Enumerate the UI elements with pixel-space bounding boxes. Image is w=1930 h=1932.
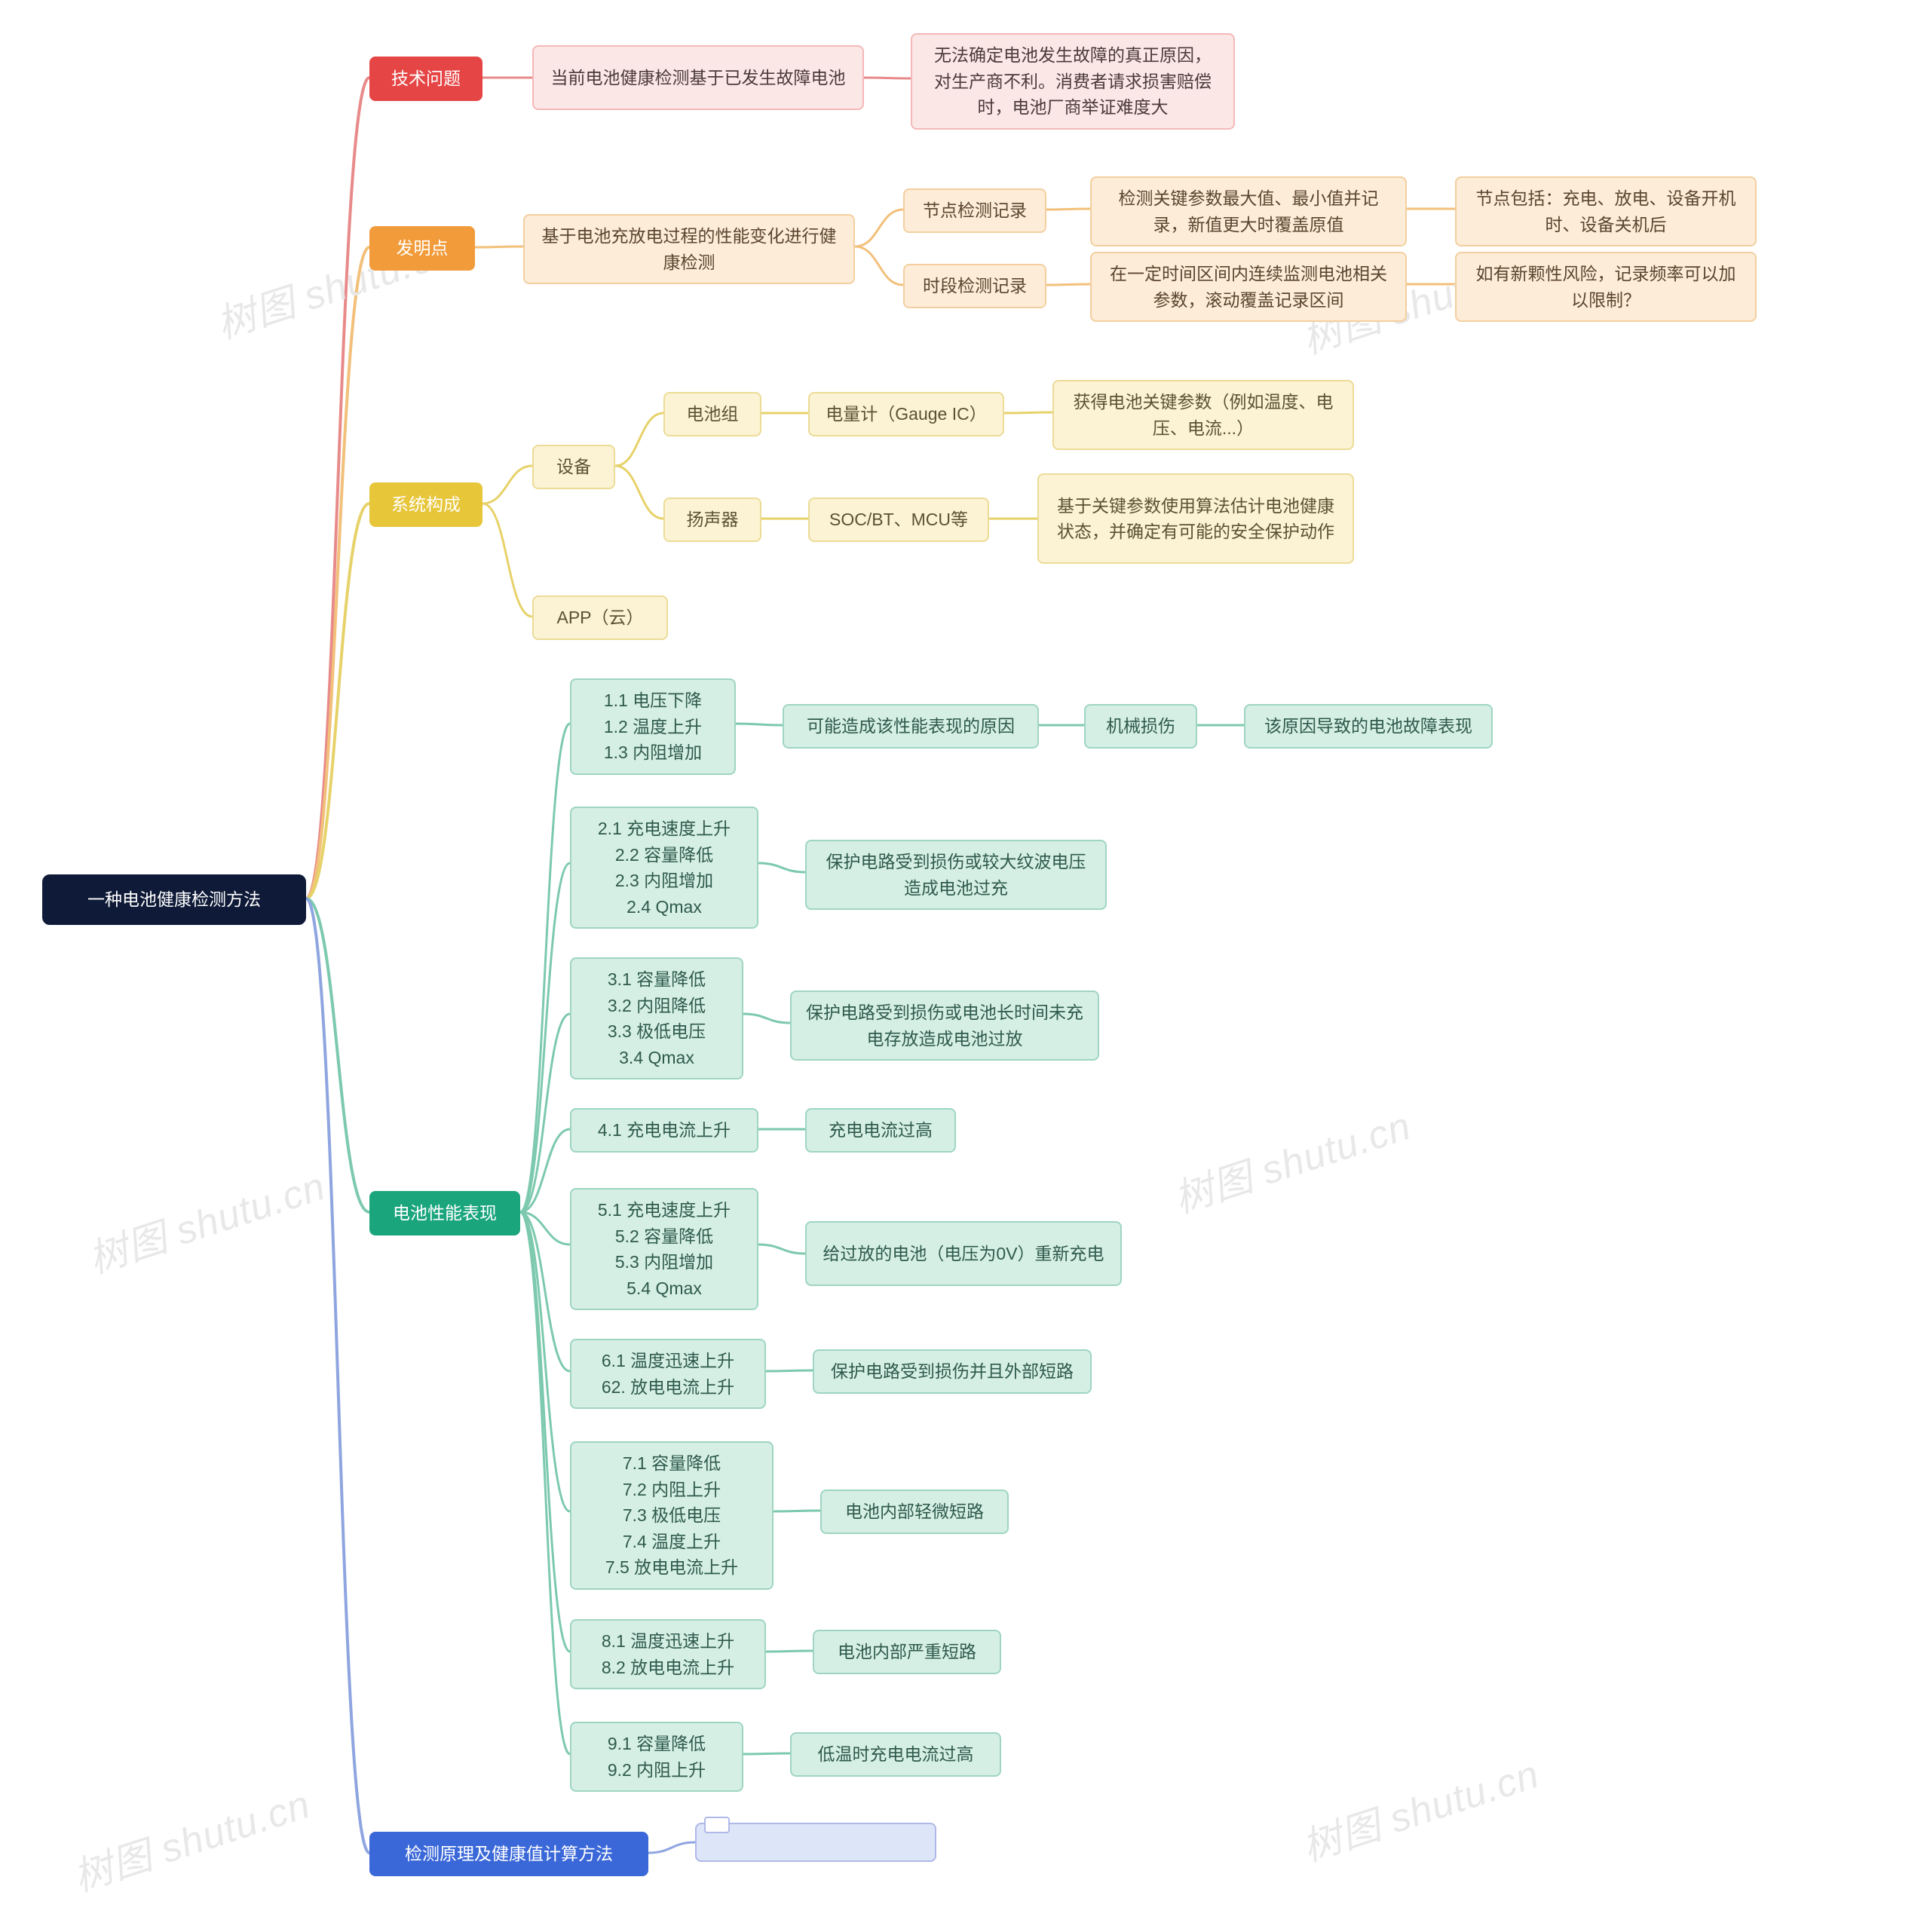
- b4c4a: 充电电流过高: [805, 1108, 956, 1153]
- node-label: 如有新颗性风险，记录频率可以加以限制？: [1470, 261, 1742, 313]
- b4c2: 2.1 充电速度上升 2.2 容量降低 2.3 内阻增加 2.4 Qmax: [570, 807, 758, 929]
- node-label: 无法确定电池发生故障的真正原因，对生产商不利。消费者请求损害赔偿时，电池厂商举证…: [926, 42, 1220, 121]
- node-label: 当前电池健康检测基于已发生故障电池: [551, 65, 846, 91]
- b4c1a1a: 该原因导致的电池故障表现: [1244, 704, 1493, 749]
- watermark: 树图 shutu.cn: [80, 1154, 331, 1284]
- node-label: 发明点: [397, 235, 449, 262]
- b1: 技术问题: [369, 57, 482, 101]
- b4c1: 1.1 电压下降 1.2 温度上升 1.3 内阻增加: [570, 678, 736, 775]
- node-label: 基于电池充放电过程的性能变化进行健康检测: [538, 223, 840, 275]
- b1c1: 当前电池健康检测基于已发生故障电池: [532, 45, 864, 110]
- node-label: 扬声器: [687, 507, 739, 533]
- node-label: 6.1 温度迅速上升 62. 放电电流上升: [602, 1348, 734, 1400]
- b4c1a1: 机械损伤: [1084, 704, 1197, 749]
- node-label: 5.1 充电速度上升 5.2 容量降低 5.3 内阻增加 5.4 Qmax: [598, 1197, 731, 1301]
- b2c1b1a: 如有新颗性风险，记录频率可以加以限制？: [1455, 252, 1757, 322]
- b4c4: 4.1 充电电流上升: [570, 1108, 758, 1153]
- b4: 电池性能表现: [369, 1191, 520, 1235]
- node-label: 保护电路受到损伤或电池长时间未充电存放造成电池过放: [805, 1000, 1084, 1052]
- b4c7: 7.1 容量降低 7.2 内阻上升 7.3 极低电压 7.4 温度上升 7.5 …: [570, 1441, 774, 1590]
- b3c1a: 电池组: [663, 392, 761, 436]
- b3c1: 设备: [532, 445, 615, 489]
- b2c1: 基于电池充放电过程的性能变化进行健康检测: [523, 214, 855, 284]
- b4c2a: 保护电路受到损伤或较大纹波电压造成电池过充: [805, 840, 1107, 910]
- node-label: 电量计（Gauge IC）: [826, 401, 986, 427]
- b4c8a: 电池内部严重短路: [813, 1630, 1001, 1674]
- node-label: 给过放的电池（电压为0V）重新充电: [823, 1241, 1104, 1267]
- node-label: 2.1 充电速度上升 2.2 容量降低 2.3 内阻增加 2.4 Qmax: [598, 816, 731, 920]
- b1c1a: 无法确定电池发生故障的真正原因，对生产商不利。消费者请求损害赔偿时，电池厂商举证…: [911, 33, 1235, 130]
- watermark: 树图 shutu.cn: [65, 1772, 316, 1902]
- b4c9a: 低温时充电电流过高: [790, 1732, 1001, 1777]
- node-label: 该原因导致的电池故障表现: [1264, 713, 1472, 739]
- node-label: 节点包括：充电、放电、设备开机时、设备关机后: [1470, 185, 1742, 237]
- b3c2: APP（云）: [532, 596, 668, 640]
- b3: 系统构成: [369, 482, 482, 527]
- node-label: 在一定时间区间内连续监测电池相关参数，滚动覆盖记录区间: [1105, 261, 1392, 313]
- node-label: SOC/BT、MCU等: [829, 507, 968, 533]
- node-label: 节点检测记录: [923, 197, 1027, 224]
- b4c5a: 给过放的电池（电压为0V）重新充电: [805, 1221, 1122, 1286]
- b2c1a: 节点检测记录: [903, 188, 1046, 233]
- node-label: 3.1 容量降低 3.2 内阻降低 3.3 极低电压 3.4 Qmax: [608, 966, 706, 1070]
- b3c1b1a: 基于关键参数使用算法估计电池健康状态，并确定有可能的安全保护动作: [1037, 473, 1354, 564]
- node-label: 充电电流过高: [829, 1117, 933, 1144]
- node-label: 检测关键参数最大值、最小值并记录，新值更大时覆盖原值: [1105, 185, 1392, 237]
- b3c1b: 扬声器: [663, 498, 761, 542]
- b4c6a: 保护电路受到损伤并且外部短路: [813, 1349, 1092, 1394]
- b4c8: 8.1 温度迅速上升 8.2 放电电流上升: [570, 1619, 766, 1689]
- b2c1b: 时段检测记录: [903, 264, 1046, 308]
- b3c1b1: SOC/BT、MCU等: [808, 498, 989, 542]
- node-label: 设备: [556, 454, 591, 480]
- b2c1b1: 在一定时间区间内连续监测电池相关参数，滚动覆盖记录区间: [1090, 252, 1407, 322]
- node-label: 电池性能表现: [393, 1200, 497, 1226]
- b4c3a: 保护电路受到损伤或电池长时间未充电存放造成电池过放: [790, 990, 1099, 1061]
- b2c1a1: 检测关键参数最大值、最小值并记录，新值更大时覆盖原值: [1090, 176, 1407, 246]
- b2c1a1a: 节点包括：充电、放电、设备开机时、设备关机后: [1455, 176, 1757, 246]
- watermark: 树图 shutu.cn: [1294, 1742, 1545, 1872]
- node-label: 1.1 电压下降 1.2 温度上升 1.3 内阻增加: [604, 687, 702, 766]
- placeholder-icon: [704, 1817, 730, 1833]
- node-label: 4.1 充电电流上升: [598, 1117, 731, 1144]
- node-label: 时段检测记录: [923, 273, 1027, 299]
- b4c3: 3.1 容量降低 3.2 内阻降低 3.3 极低电压 3.4 Qmax: [570, 957, 743, 1079]
- b4c9: 9.1 容量降低 9.2 内阻上升: [570, 1722, 743, 1792]
- node-label: 检测原理及健康值计算方法: [405, 1841, 613, 1867]
- b2: 发明点: [369, 226, 475, 271]
- b4c5: 5.1 充电速度上升 5.2 容量降低 5.3 内阻增加 5.4 Qmax: [570, 1188, 758, 1310]
- node-label: 获得电池关键参数（例如温度、电压、电流...）: [1068, 389, 1339, 441]
- b5: 检测原理及健康值计算方法: [369, 1832, 648, 1876]
- node-label: 技术问题: [391, 66, 461, 92]
- b4c6: 6.1 温度迅速上升 62. 放电电流上升: [570, 1339, 766, 1409]
- node-label: 保护电路受到损伤或较大纹波电压造成电池过充: [820, 849, 1092, 901]
- node-label: 保护电路受到损伤并且外部短路: [831, 1358, 1074, 1385]
- node-label: 基于关键参数使用算法估计电池健康状态，并确定有可能的安全保护动作: [1052, 493, 1339, 545]
- b3c1a1: 电量计（Gauge IC）: [808, 392, 1004, 436]
- node-label: 8.1 温度迅速上升 8.2 放电电流上升: [602, 1628, 734, 1680]
- node-label: 电池内部轻微短路: [845, 1499, 984, 1525]
- root: 一种电池健康检测方法: [42, 874, 306, 925]
- node-label: 可能造成该性能表现的原因: [807, 713, 1015, 739]
- b4c7a: 电池内部轻微短路: [820, 1490, 1009, 1534]
- node-label: 9.1 容量降低 9.2 内阻上升: [608, 1731, 706, 1783]
- node-label: 电池内部严重短路: [838, 1639, 976, 1665]
- node-label: 系统构成: [391, 491, 461, 518]
- node-label: 7.1 容量降低 7.2 内阻上升 7.3 极低电压 7.4 温度上升 7.5 …: [605, 1450, 738, 1581]
- b4c1a: 可能造成该性能表现的原因: [783, 704, 1039, 749]
- b5c1: [695, 1823, 936, 1862]
- node-label: 低温时充电电流过高: [818, 1741, 974, 1768]
- node-label: APP（云）: [556, 605, 643, 631]
- watermark: 树图 shutu.cn: [1166, 1094, 1417, 1223]
- node-label: 机械损伤: [1106, 713, 1175, 739]
- b3c1a1a: 获得电池关键参数（例如温度、电压、电流...）: [1052, 380, 1354, 450]
- node-label: 一种电池健康检测方法: [87, 886, 261, 913]
- node-label: 电池组: [687, 401, 739, 427]
